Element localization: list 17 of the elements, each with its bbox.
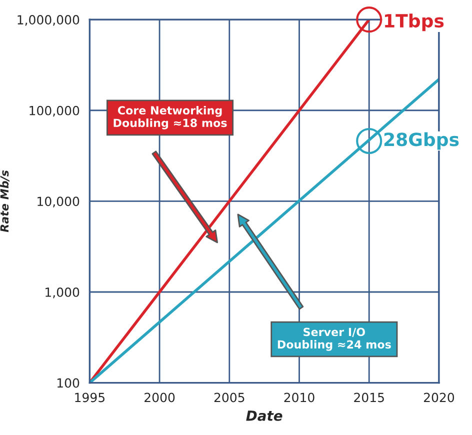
x-tick-label: 2015 <box>354 392 384 402</box>
annotation: 1Tbps <box>385 14 444 32</box>
annotation: Server I/O Doubling ≈24 mos <box>278 328 391 351</box>
y-tick-label: 1,000,000 <box>18 15 80 26</box>
x-tick-label: 1995 <box>75 392 104 402</box>
y-axis-title: Rate Mb/s <box>0 170 10 232</box>
y-tick-label: 10,000 <box>38 196 80 208</box>
x-tick-label: 2000 <box>144 392 175 402</box>
y-tick-label: 100,000 <box>30 106 80 117</box>
x-tick-label: 2010 <box>284 392 314 402</box>
x-axis-title: Date <box>246 410 282 421</box>
y-tick-label: 100 <box>57 378 80 388</box>
x-tick-label: 2005 <box>214 392 244 402</box>
x-tick-label: 2020 <box>424 392 454 402</box>
annotation: 28Gbps <box>384 132 459 150</box>
annotation: Core Networking Doubling ≈18 mos <box>114 106 227 130</box>
y-tick-label: 1,000 <box>46 287 80 298</box>
